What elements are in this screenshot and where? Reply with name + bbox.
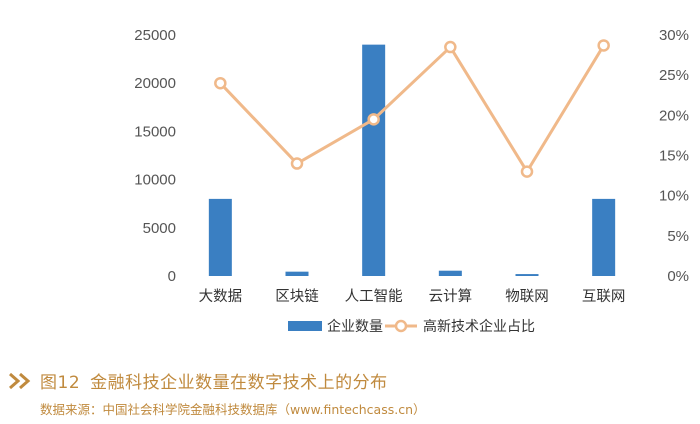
line-point bbox=[520, 165, 534, 178]
bar bbox=[362, 44, 386, 276]
line-point bbox=[214, 76, 227, 90]
x-tick-label: 物联网 bbox=[505, 288, 549, 305]
caption-title: 图12 金融科技企业数量在数字技术上的分布 bbox=[40, 368, 388, 393]
line-point bbox=[367, 113, 380, 126]
y-right-tick-label: 5% bbox=[667, 228, 689, 245]
bar bbox=[515, 274, 539, 276]
y-left-tick-label: 10000 bbox=[134, 172, 176, 189]
double-chevron-icon bbox=[8, 372, 34, 390]
legend-bar-swatch bbox=[288, 321, 322, 331]
bar bbox=[438, 270, 462, 276]
x-tick-label: 大数据 bbox=[199, 288, 243, 305]
combo-chart: 0 5000 10000 15000 20000 25000 0% 5% 10% 15% 20% 25… bbox=[134, 27, 689, 335]
y-left-tick-label: 15000 bbox=[134, 123, 176, 140]
y-left-tick-label: 25000 bbox=[134, 27, 176, 44]
legend-label: 企业数量 bbox=[327, 318, 383, 335]
y-right-tick-label: 20% bbox=[659, 107, 689, 124]
caption-source: 数据来源：中国社会科学院金融科技数据库（www.fintechcass.cn） bbox=[40, 402, 426, 417]
y-right-tick-label: 10% bbox=[659, 188, 689, 205]
y-left-tick-label: 5000 bbox=[143, 220, 176, 237]
line-point bbox=[597, 39, 610, 52]
line-point bbox=[290, 157, 304, 170]
figure-caption: 图12 金融科技企业数量在数字技术上的分布 bbox=[8, 368, 388, 393]
bar bbox=[285, 271, 309, 276]
line-point bbox=[444, 40, 457, 54]
bar bbox=[208, 198, 232, 276]
legend-line-marker bbox=[394, 319, 408, 333]
caption-text: 金融科技企业数量在数字技术上的分布 bbox=[90, 373, 388, 393]
bar bbox=[592, 198, 616, 276]
legend-label: 高新技术企业占比 bbox=[423, 318, 535, 335]
y-right-tick-label: 25% bbox=[659, 67, 689, 84]
x-tick-label: 人工智能 bbox=[345, 288, 403, 305]
x-tick-label: 云计算 bbox=[429, 288, 473, 305]
y-right-tick-label: 15% bbox=[659, 148, 689, 165]
x-tick-label: 区块链 bbox=[275, 288, 319, 305]
caption-number: 图12 bbox=[40, 373, 81, 393]
y-right-tick-label: 0% bbox=[667, 268, 689, 285]
series-line bbox=[219, 44, 605, 174]
y-right-tick-label: 30% bbox=[659, 27, 689, 44]
y-left-tick-label: 20000 bbox=[134, 75, 176, 92]
y-left-tick-label: 0 bbox=[168, 268, 176, 285]
x-tick-label: 互联网 bbox=[582, 288, 626, 305]
